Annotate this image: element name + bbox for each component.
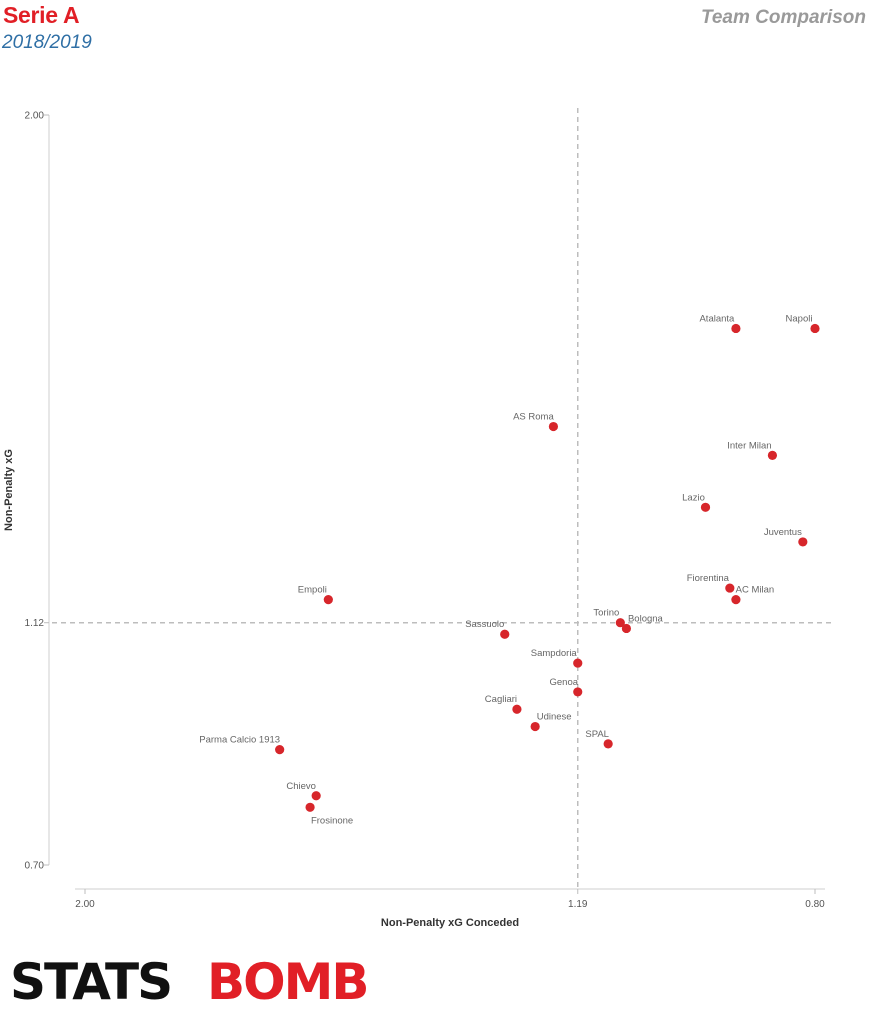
y-tick-label: 1.12 [25, 618, 45, 629]
point-juventus [798, 537, 808, 547]
label-sassuolo: Sassuolo [465, 619, 504, 630]
label-napoli: Napoli [786, 313, 813, 324]
point-genoa [573, 687, 583, 697]
label-frosinone: Frosinone [311, 815, 353, 826]
season-label: 2018/2019 [2, 32, 92, 53]
point-empoli [323, 595, 333, 605]
x-tick-label: 1.19 [568, 899, 588, 910]
label-lazio: Lazio [682, 492, 705, 503]
point-atalanta [731, 323, 741, 334]
label-ac-milan: AC Milan [736, 585, 775, 596]
x-axis-title: Non-Penalty xG Conceded [381, 917, 519, 929]
point-inter-milan [767, 450, 778, 460]
label-fiorentina: Fiorentina [687, 573, 730, 584]
label-chievo: Chievo [286, 781, 316, 792]
y-axis-title: Non-Penalty xG [3, 449, 15, 531]
point-sassuolo [500, 629, 510, 639]
point-frosinone [305, 802, 315, 812]
point-lazio [700, 502, 711, 512]
point-spal [603, 739, 613, 749]
point-fiorentina [725, 583, 735, 593]
label-atalanta: Atalanta [699, 313, 735, 324]
chart-subtitle: Team Comparison [700, 7, 866, 28]
data-points [275, 323, 820, 812]
point-as-roma [548, 421, 559, 432]
label-parma-calcio-1913: Parma Calcio 1913 [199, 735, 280, 746]
point-torino [615, 618, 625, 628]
reference-lines [52, 108, 832, 889]
point-napoli [810, 323, 820, 334]
y-tick-label: 0.70 [25, 861, 45, 872]
label-torino: Torino [593, 608, 619, 619]
y-tick-label: 2.00 [25, 111, 45, 122]
point-parma-calcio-1913 [275, 745, 285, 755]
x-tick-label: 2.00 [75, 899, 95, 910]
point-sampdoria [573, 658, 583, 668]
point-udinese [530, 721, 540, 732]
label-udinese: Udinese [537, 712, 572, 723]
point-ac-milan [731, 595, 741, 605]
label-bologna: Bologna [628, 613, 664, 624]
label-sampdoria: Sampdoria [531, 648, 578, 659]
logo-text-bomb: BOMB [207, 953, 369, 1011]
point-cagliari [512, 704, 522, 714]
x-tick-label: 0.80 [805, 899, 825, 910]
label-empoli: Empoli [298, 585, 327, 596]
label-genoa: Genoa [549, 677, 578, 688]
label-spal: SPAL [585, 729, 609, 740]
label-inter-milan: Inter Milan [727, 440, 771, 451]
chart-axes: 2.00 1.12 0.70 2.00 1.19 0.80 Non-Penalty xG C… [3, 111, 825, 930]
point-bologna [621, 623, 632, 634]
label-juventus: Juventus [764, 527, 802, 538]
label-cagliari: Cagliari [485, 694, 517, 705]
label-as-roma: AS Roma [513, 412, 554, 423]
point-chievo [311, 791, 321, 801]
point-labels: Napoli Atalanta AS Roma Inter Milan Lazio Juv… [199, 313, 812, 826]
logo-text-stats: STATS [10, 953, 173, 1011]
league-title: Serie A [3, 2, 80, 28]
scatter-chart: 2.00 1.12 0.70 2.00 1.19 0.80 Non-Penalty xG C… [3, 108, 832, 930]
